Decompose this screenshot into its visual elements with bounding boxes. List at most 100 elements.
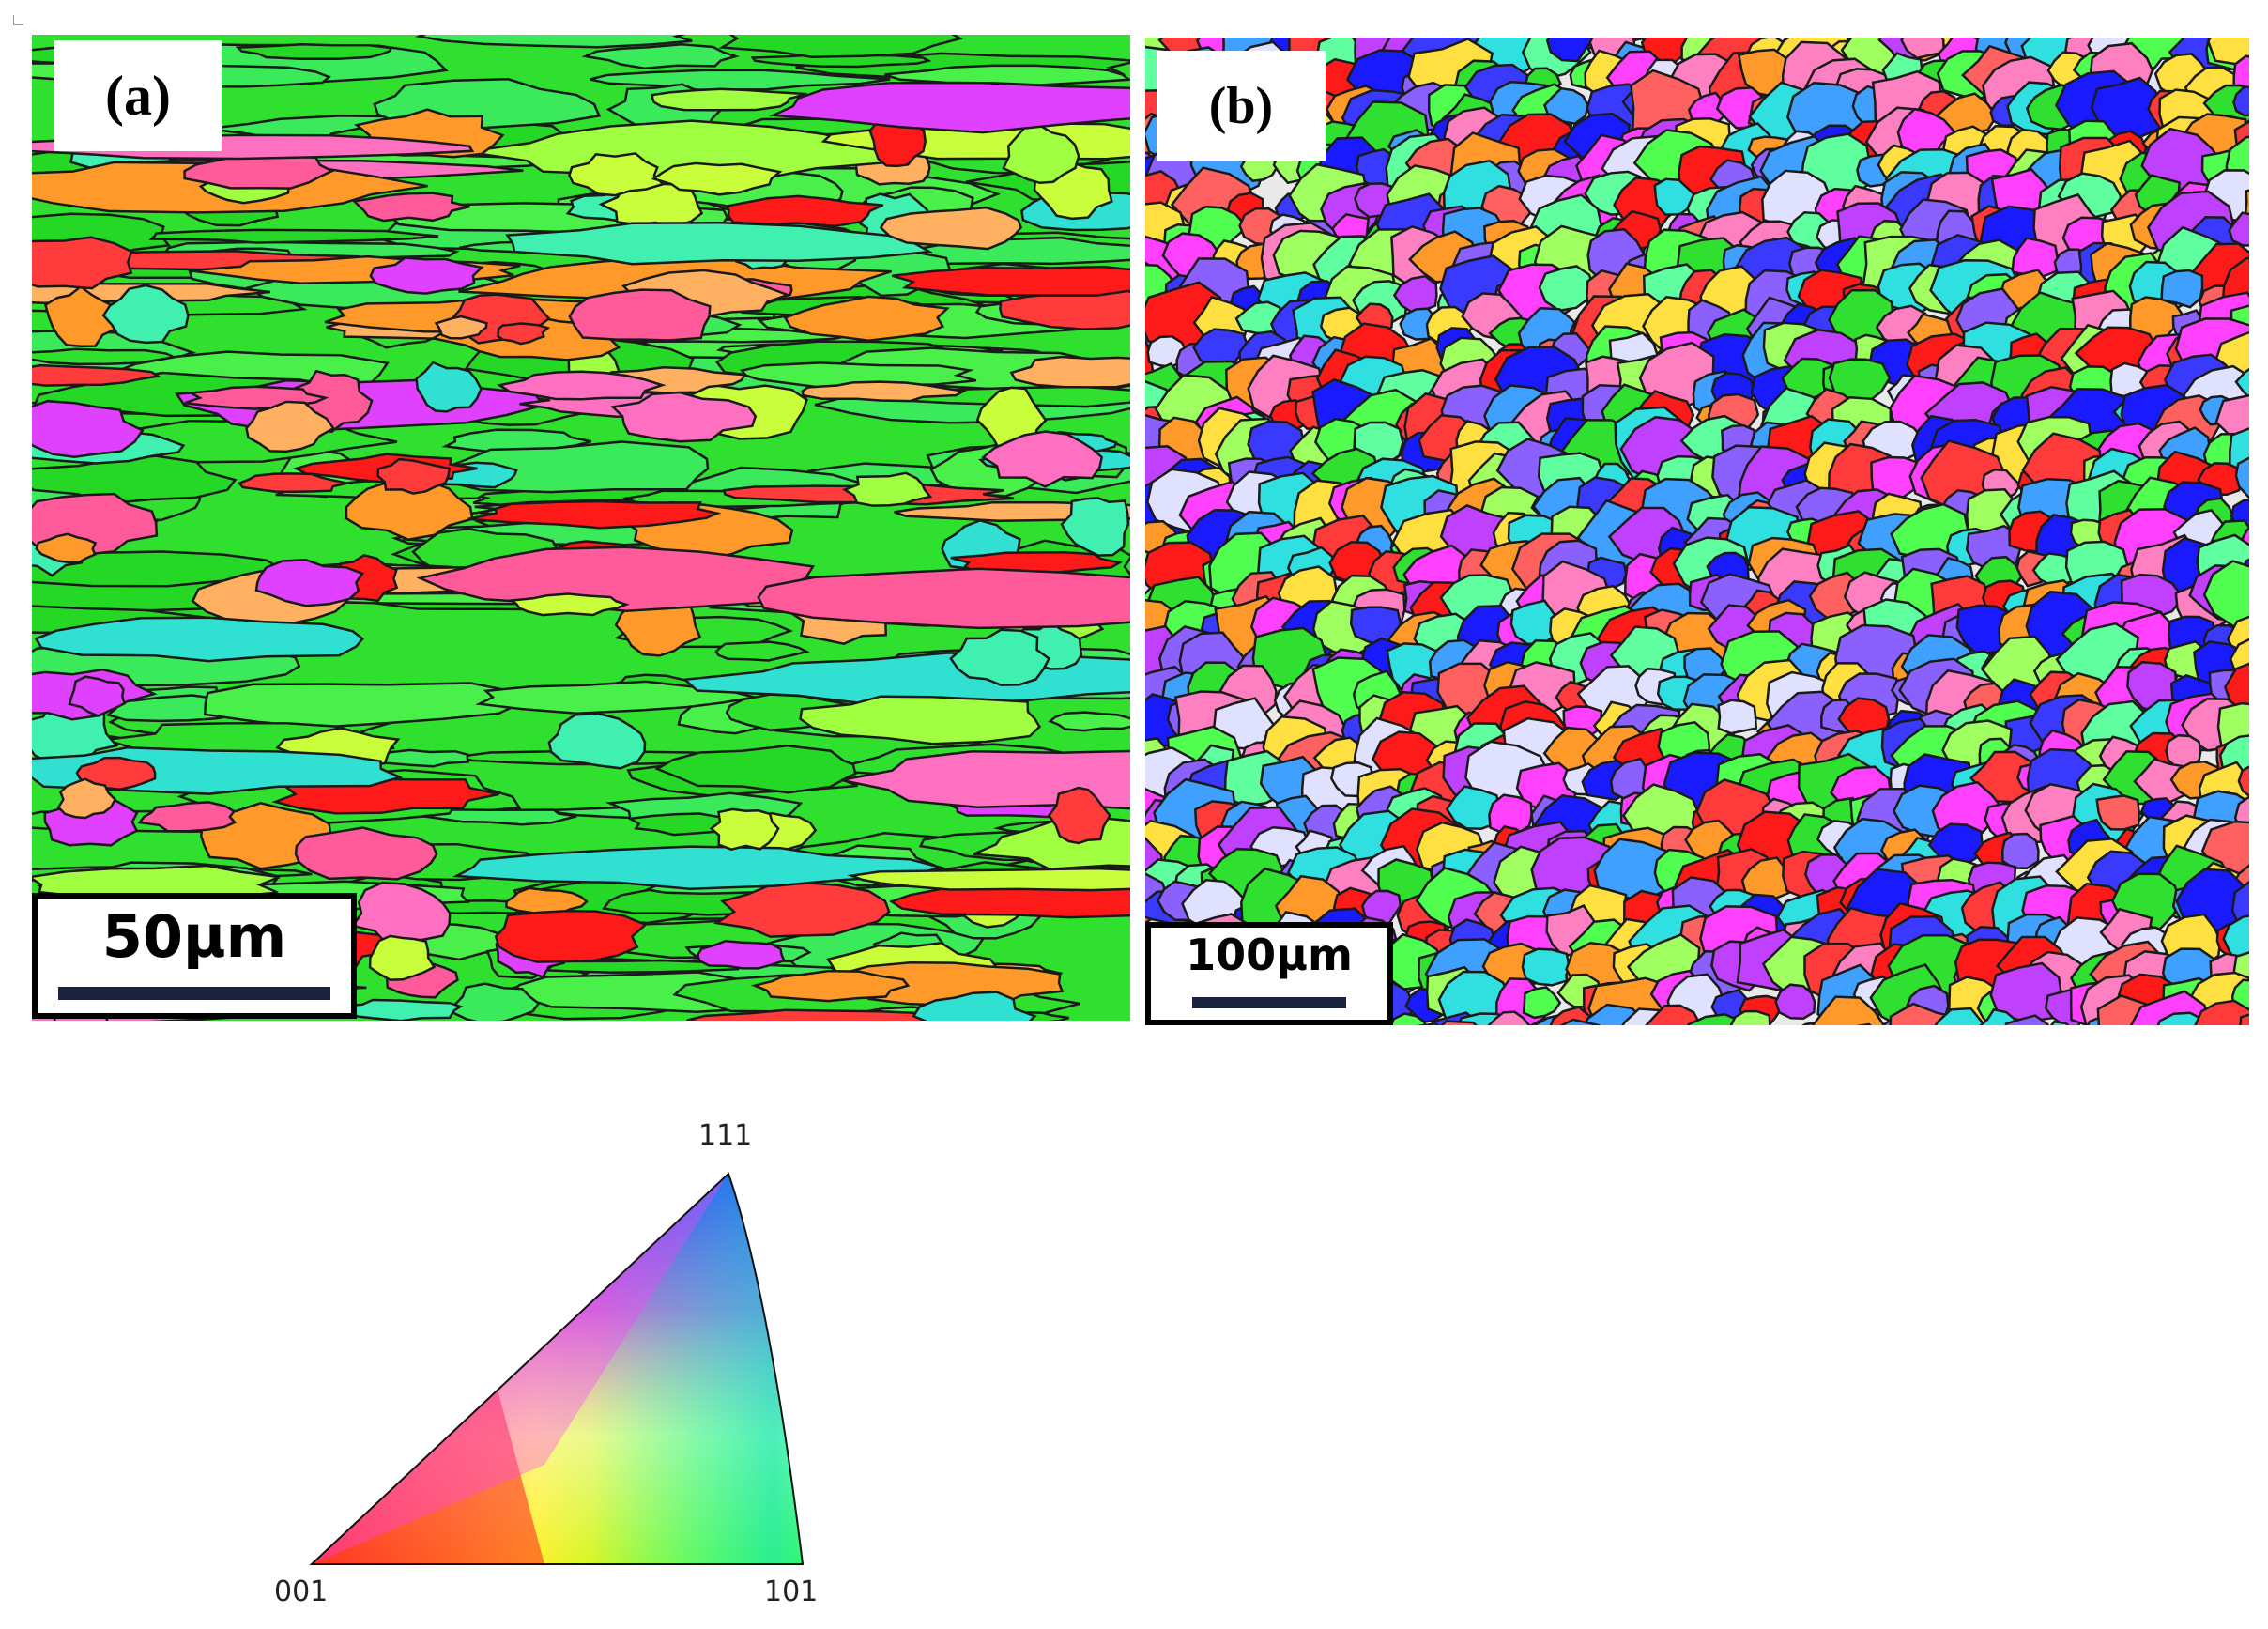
ebsd-map-a: (a) 50µm [32, 35, 1130, 1021]
grain [714, 640, 810, 662]
scale-bar-a: 50µm [32, 893, 357, 1019]
grain [2232, 54, 2249, 95]
grain [422, 808, 577, 826]
grain [43, 284, 117, 348]
crop-corner-mark [13, 15, 23, 25]
grain [590, 69, 891, 91]
grain [2202, 560, 2249, 628]
grain [568, 288, 712, 342]
ipf-triangle [309, 1172, 805, 1565]
grain [416, 546, 816, 613]
grain [1048, 711, 1130, 732]
grain [1687, 1013, 1746, 1025]
grain [1559, 1018, 1601, 1025]
grain [651, 87, 807, 112]
grain [1521, 947, 1571, 987]
grain [2206, 38, 2249, 67]
grain [1717, 699, 1758, 735]
grain [1542, 86, 1590, 126]
grain [547, 712, 647, 770]
grain [434, 315, 488, 340]
grain [981, 430, 1104, 488]
ebsd-map-b: (b) 100µm [1145, 38, 2249, 1025]
grain [1440, 1020, 1479, 1025]
grain [1934, 1007, 1985, 1025]
grain [68, 675, 126, 717]
grain [368, 934, 437, 981]
grain [2194, 999, 2249, 1025]
ipf-label-101: 101 [764, 1575, 819, 1608]
grain [494, 910, 648, 963]
ebsd-map-a-grains [32, 35, 1130, 1021]
grain [245, 400, 336, 453]
grain [452, 845, 945, 890]
grain [2004, 1014, 2050, 1025]
grain [783, 295, 950, 342]
grain [842, 471, 933, 507]
grain [32, 347, 178, 366]
ipf-color-key: 111 001 101 [263, 1108, 864, 1615]
grain [505, 221, 934, 266]
ipf-label-001: 001 [274, 1575, 329, 1608]
grain [451, 982, 541, 1021]
grain [238, 472, 347, 494]
grain [1487, 1010, 1531, 1025]
grain [2156, 1011, 2209, 1025]
grain [651, 161, 783, 196]
grain [2011, 237, 2059, 279]
grain [56, 777, 117, 820]
grain [35, 532, 98, 564]
grain [1979, 1007, 2017, 1025]
grain [949, 628, 1051, 686]
grain [1900, 38, 1945, 60]
grain [1389, 1012, 1427, 1025]
grain [1729, 1009, 1771, 1025]
grain [148, 228, 439, 244]
grain [2232, 85, 2249, 117]
grain [467, 499, 722, 530]
grain [1645, 1004, 1702, 1025]
grain [1445, 785, 1501, 830]
grain [254, 559, 365, 607]
grain [726, 194, 884, 228]
grain [912, 991, 1037, 1021]
grain [34, 616, 365, 663]
grain [1047, 786, 1111, 845]
panel-label-b: (b) [1157, 51, 1326, 161]
grain [32, 454, 238, 505]
grain [891, 265, 1130, 297]
scale-bar-b-text: 100µm [1186, 930, 1353, 980]
grain [1060, 497, 1130, 557]
grain [75, 756, 157, 791]
grain [2133, 757, 2189, 804]
grain [101, 284, 190, 345]
grain [2095, 794, 2140, 831]
grain [888, 884, 1130, 919]
scale-bar-b-line [1192, 997, 1346, 1008]
grain [32, 363, 161, 387]
grain [369, 256, 484, 295]
grain [847, 867, 1130, 892]
grain [581, 43, 740, 70]
grain [2090, 76, 2165, 140]
grain [1774, 983, 1816, 1020]
grain [1856, 1022, 1872, 1025]
grain [1811, 995, 1886, 1025]
grain [1360, 889, 1402, 925]
grain [2239, 1013, 2249, 1025]
scale-bar-a-line [58, 987, 330, 1000]
grain [351, 881, 452, 944]
grain [610, 391, 758, 443]
grain [757, 567, 1130, 630]
grain [686, 1008, 961, 1021]
grain [32, 399, 145, 458]
grain [568, 152, 666, 197]
grain [415, 361, 483, 413]
grain [496, 370, 667, 401]
grain [2234, 367, 2249, 399]
grain [32, 236, 133, 290]
grain [1653, 177, 1698, 216]
grain [2244, 189, 2249, 219]
grain [2234, 456, 2249, 499]
grain [203, 682, 522, 729]
